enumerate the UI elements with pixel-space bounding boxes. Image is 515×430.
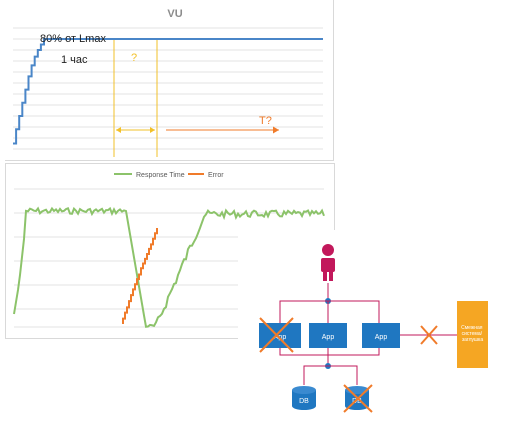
interval-arrow-right-head: [150, 127, 155, 133]
vu-series-line: [13, 38, 323, 145]
app-node-middle: App: [309, 323, 347, 348]
user-icon: [321, 244, 335, 281]
response-time-series-line: [13, 206, 325, 328]
app-node-right: App: [362, 323, 400, 348]
connector-bottom-right: [328, 348, 380, 356]
external-failure-cross-icon: [420, 325, 438, 345]
database-left: DB: [292, 386, 316, 410]
vu-chart-title: VU: [167, 8, 182, 20]
legend-label-response-time: Response Time: [136, 172, 185, 179]
architecture-diagram-svg: App App App Смежная система/ заглушка: [259, 244, 488, 413]
failure-cross-icon: [259, 317, 294, 353]
database-right: DB: [343, 384, 373, 413]
load-annotation: 80% от Lmax: [40, 33, 106, 45]
t-annotation: T?: [259, 115, 272, 127]
connector-app-left: [279, 300, 328, 323]
error-series-line: [122, 228, 158, 324]
connector-bottom-left: [279, 348, 328, 356]
interval-arrow-left-head: [116, 127, 121, 133]
vu-chart-panel: VU 80% от Lmax 1 час ? T?: [5, 0, 334, 161]
architecture-diagram: App App App Смежная система/ заглушка: [238, 230, 515, 425]
external-system-label: Смежная система/ заглушка: [461, 325, 484, 343]
duration-annotation: 1 час: [61, 54, 88, 66]
app-node-right-label: App: [375, 334, 388, 341]
question-annotation: ?: [131, 52, 137, 64]
connector-app-right: [328, 300, 380, 323]
vu-chart: VU 80% от Lmax 1 час ? T?: [13, 8, 323, 157]
app-node-middle-label: App: [322, 334, 335, 341]
database-right-label: DB: [352, 398, 362, 405]
duration-arrow-head: [273, 126, 279, 134]
app-node-left: App: [259, 317, 301, 353]
legend-label-error: Error: [208, 172, 224, 179]
database-left-label: DB: [299, 398, 309, 405]
connector-db-right: [328, 365, 358, 385]
rt-legend: Response Time Error: [114, 172, 224, 179]
db-failure-cross-icon: [343, 384, 373, 413]
connector-db-left: [303, 365, 328, 385]
external-system: Смежная система/ заглушка: [457, 301, 488, 368]
